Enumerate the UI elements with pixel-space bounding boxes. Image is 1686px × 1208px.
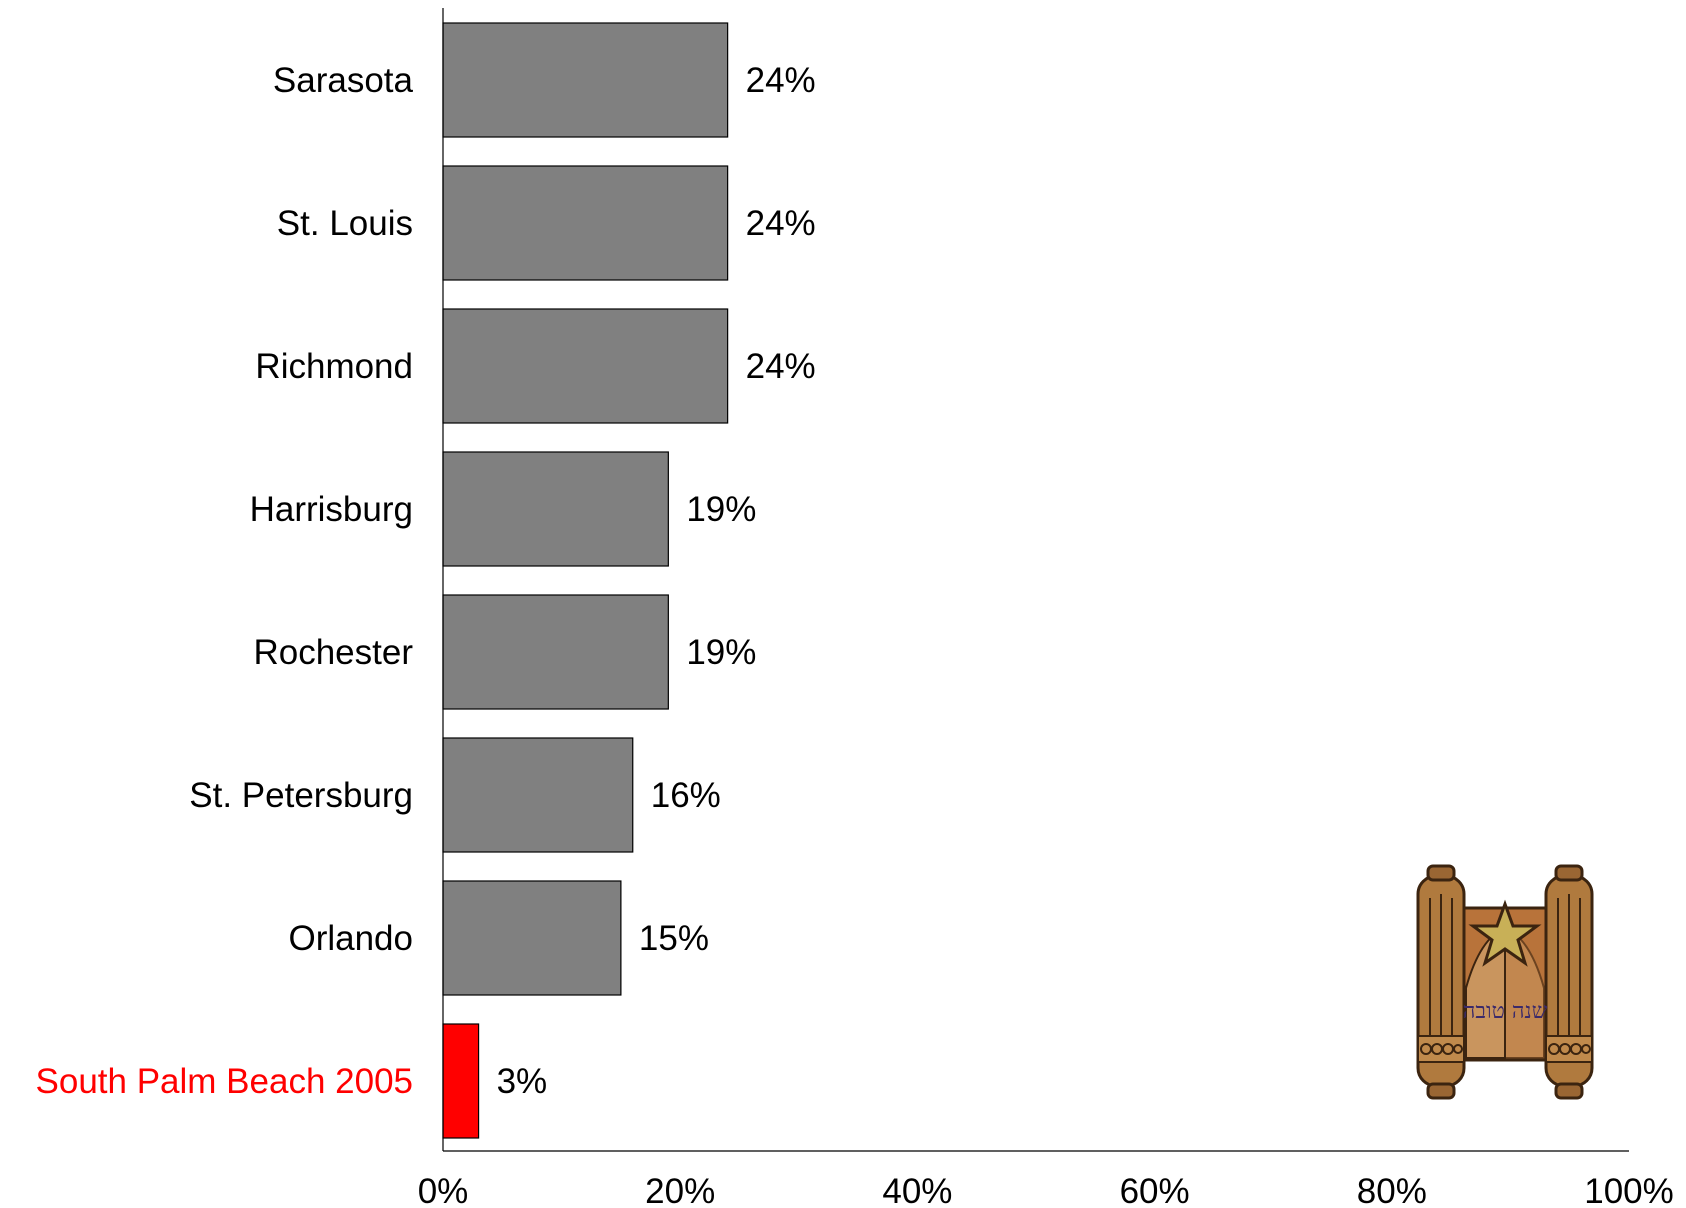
x-tick-label-0: 0%	[418, 1172, 469, 1208]
category-label-4: Rochester	[253, 633, 413, 672]
x-tick-label-3: 60%	[1120, 1172, 1190, 1208]
bar-5	[442, 737, 634, 853]
category-label-6: Orlando	[288, 919, 413, 958]
axes-layer	[442, 8, 1629, 1152]
value-label-6: 15%	[639, 919, 709, 958]
category-label-3: Harrisburg	[250, 490, 413, 529]
bar-4	[442, 594, 669, 710]
bar-7	[442, 1023, 480, 1139]
value-label-0: 24%	[746, 61, 816, 100]
value-label-3: 19%	[686, 490, 756, 529]
value-label-5: 16%	[651, 776, 721, 815]
value-label-2: 24%	[746, 347, 816, 386]
bar-3	[442, 451, 669, 567]
bar-6	[442, 880, 622, 996]
x-tick-label-2: 40%	[882, 1172, 952, 1208]
category-label-0: Sarasota	[273, 61, 414, 100]
labels-layer: Sarasota 24% St. Louis 24% Richmond 24% Harris…	[36, 61, 1674, 1208]
bar-0	[442, 22, 729, 138]
category-label-7: South Palm Beach 2005	[36, 1062, 413, 1101]
bars-layer	[442, 22, 729, 1139]
bar-2	[442, 308, 729, 424]
x-tick-label-5: 100%	[1584, 1172, 1674, 1208]
x-tick-label-1: 20%	[645, 1172, 715, 1208]
value-label-1: 24%	[746, 204, 816, 243]
torah-scroll-icon: שנה טובה	[1416, 864, 1594, 1100]
value-label-4: 19%	[686, 633, 756, 672]
category-label-1: St. Louis	[277, 204, 413, 243]
category-label-5: St. Petersburg	[189, 776, 413, 815]
bar-1	[442, 165, 729, 281]
category-label-2: Richmond	[255, 347, 413, 386]
torah-caption: שנה טובה	[1463, 999, 1548, 1024]
x-tick-label-4: 80%	[1357, 1172, 1427, 1208]
value-label-7: 3%	[497, 1062, 548, 1101]
